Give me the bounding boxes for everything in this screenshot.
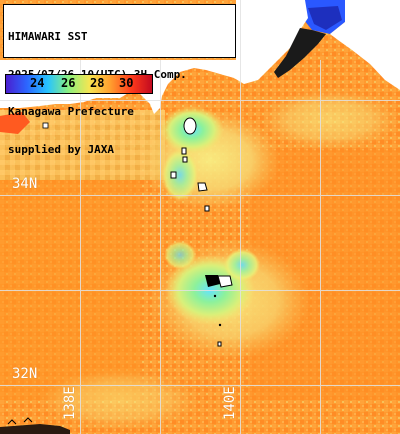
cloud-streak bbox=[274, 28, 326, 78]
island-kozushima bbox=[197, 182, 208, 192]
title-line-1: HIMAWARI SST bbox=[8, 30, 88, 43]
title-line-3: Kanagawa Prefecture bbox=[8, 105, 134, 118]
title-line-4: supplied by JAXA bbox=[8, 142, 114, 156]
colorbar-tick-28: 28 bbox=[90, 76, 105, 90]
colorbar-tick-26: 26 bbox=[61, 76, 76, 90]
island-oshima bbox=[183, 117, 197, 135]
island-miyake-cloud bbox=[205, 275, 220, 287]
colorbar-tick-24: 24 bbox=[30, 76, 45, 90]
land-honshu bbox=[0, 0, 308, 114]
colorbar-tick-30: 30 bbox=[119, 76, 134, 90]
lat-label-34n: 34N bbox=[12, 176, 38, 192]
lon-label-138e: 138E bbox=[62, 386, 78, 420]
warm-patch-west bbox=[0, 112, 30, 134]
land-boso bbox=[330, 0, 400, 90]
lat-label-32n: 32N bbox=[12, 366, 38, 382]
lon-label-140e: 140E bbox=[222, 386, 238, 420]
island-mikurajima bbox=[217, 275, 233, 288]
map-title-panel: HIMAWARI SST 2025/07/26 10(UTC) 3H Comp.… bbox=[3, 4, 236, 155]
sea-warm-west bbox=[0, 150, 140, 400]
sst-colorbar: 24 26 28 30 bbox=[5, 74, 153, 94]
missing-data-strip bbox=[0, 424, 70, 434]
